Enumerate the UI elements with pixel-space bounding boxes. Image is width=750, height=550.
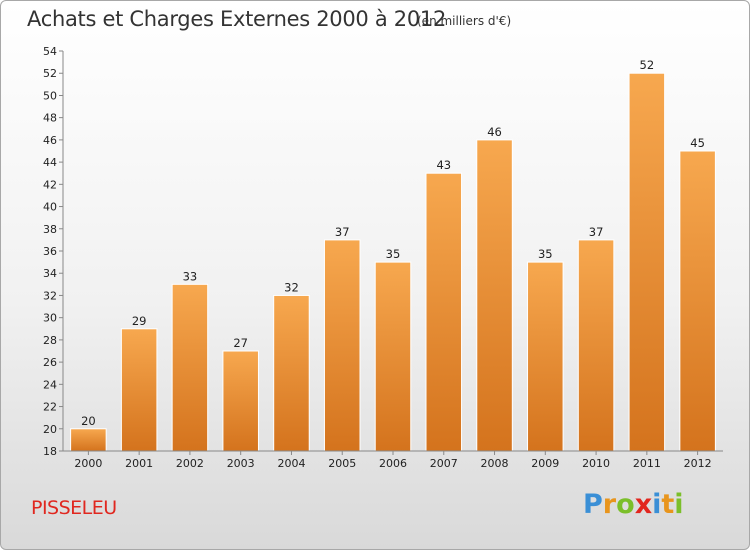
bar-2003[interactable] <box>222 350 259 452</box>
y-tick-label: 42 <box>43 178 57 191</box>
bar-2010[interactable] <box>577 239 615 452</box>
value-label-2004: 32 <box>284 280 299 294</box>
commune-name: PISSELEU <box>31 497 117 519</box>
y-tick-label: 34 <box>43 267 57 280</box>
bar-2009[interactable] <box>527 261 564 452</box>
y-tick-label: 18 <box>43 445 57 458</box>
y-tick-label: 32 <box>43 289 57 302</box>
y-tick-label: 26 <box>43 356 57 369</box>
y-tick-label: 46 <box>43 134 57 147</box>
y-tick-label: 52 <box>43 67 57 80</box>
value-label-2003: 27 <box>233 336 248 350</box>
value-label-2010: 37 <box>589 225 604 239</box>
x-tick-label-2005: 2005 <box>328 457 356 470</box>
bar-2001[interactable] <box>120 328 158 452</box>
y-tick-label: 24 <box>43 378 57 391</box>
x-tick-label-2012: 2012 <box>684 457 712 470</box>
value-label-2000: 20 <box>81 414 96 428</box>
x-tick-label-2004: 2004 <box>277 457 305 470</box>
x-tick-label-2007: 2007 <box>430 457 458 470</box>
y-tick-label: 30 <box>43 312 57 325</box>
value-label-2002: 33 <box>183 269 198 283</box>
y-tick-label: 50 <box>43 89 57 102</box>
value-label-2005: 37 <box>335 225 350 239</box>
x-tick-label-2000: 2000 <box>74 457 102 470</box>
logo-letter: P <box>583 489 603 520</box>
x-tick-label-2009: 2009 <box>531 457 559 470</box>
value-label-2007: 43 <box>436 158 451 172</box>
x-tick-label-2003: 2003 <box>227 457 255 470</box>
y-axis: 18 20 22 24 26 28 30 32 34 36 38 40 42 44 46 48 50 52 54 <box>43 45 64 458</box>
x-tick-label-2001: 2001 <box>125 457 153 470</box>
bar-2006[interactable] <box>374 261 412 452</box>
y-tick-label: 38 <box>43 223 57 236</box>
value-label-2008: 46 <box>487 125 502 139</box>
value-label-2011: 52 <box>640 58 655 72</box>
x-tick-label-2008: 2008 <box>481 457 509 470</box>
bar-2004[interactable] <box>273 294 310 452</box>
x-tick-label-2006: 2006 <box>379 457 407 470</box>
y-tick-label: 54 <box>43 45 57 58</box>
bar-2007[interactable] <box>425 172 463 452</box>
bar-2002[interactable] <box>171 283 209 452</box>
y-tick-label: 40 <box>43 201 57 214</box>
logo-letter: x <box>634 489 653 520</box>
x-tick-label-2010: 2010 <box>582 457 610 470</box>
x-tick-label-2011: 2011 <box>633 457 661 470</box>
bar-2011[interactable] <box>628 72 666 452</box>
proxiti-logo[interactable]: Proxiti <box>583 489 684 520</box>
chart-unit: (en milliers d'€) <box>417 14 512 28</box>
bar-2008[interactable] <box>476 139 513 452</box>
y-tick-label: 36 <box>43 245 57 258</box>
value-label-2006: 35 <box>386 247 401 261</box>
bars: 20 29 33 27 32 37 35 43 46 35 37 52 45 <box>70 58 716 452</box>
logo-letter: o <box>616 489 635 520</box>
logo-letter: t <box>661 489 675 520</box>
y-tick-label: 48 <box>43 112 57 125</box>
bar-2005[interactable] <box>323 239 361 452</box>
value-label-2001: 29 <box>132 314 147 328</box>
x-tick-label-2002: 2002 <box>176 457 204 470</box>
value-label-2009: 35 <box>538 247 553 261</box>
logo-letter: r <box>602 489 617 520</box>
logo-letter: i <box>674 489 684 520</box>
y-tick-label: 28 <box>43 334 57 347</box>
y-tick-label: 22 <box>43 401 57 414</box>
chart-title: Achats et Charges Externes 2000 à 2012 <box>27 7 447 31</box>
y-tick-label: 20 <box>43 423 57 436</box>
bar-2000[interactable] <box>70 428 107 452</box>
logo-letter: i <box>652 489 662 520</box>
x-axis: 2000 2001 2002 2003 2004 2005 2006 2007 2008 2009… <box>63 450 723 470</box>
y-tick-label: 44 <box>43 156 57 169</box>
value-label-2012: 45 <box>690 136 705 150</box>
bar-2012[interactable] <box>679 150 716 452</box>
